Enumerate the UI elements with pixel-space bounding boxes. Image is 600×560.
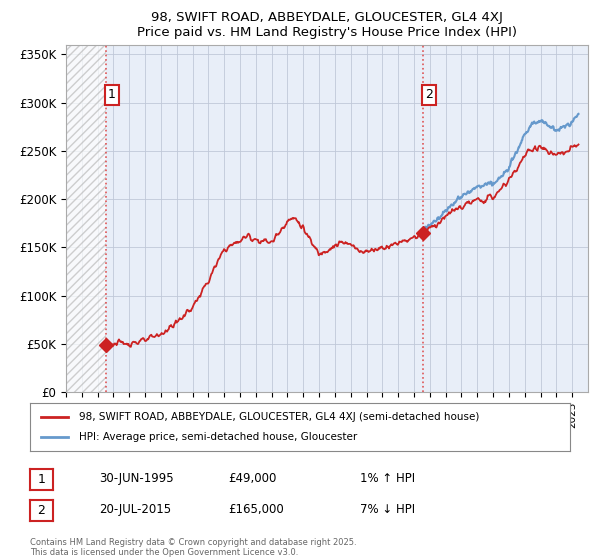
Text: 7% ↓ HPI: 7% ↓ HPI <box>360 503 415 516</box>
Text: 30-JUN-1995: 30-JUN-1995 <box>99 472 173 486</box>
Text: 20-JUL-2015: 20-JUL-2015 <box>99 503 171 516</box>
Text: 2: 2 <box>425 88 433 101</box>
Text: 1: 1 <box>108 88 116 101</box>
Text: Contains HM Land Registry data © Crown copyright and database right 2025.
This d: Contains HM Land Registry data © Crown c… <box>30 538 356 557</box>
Text: 2: 2 <box>37 503 46 517</box>
Text: 1: 1 <box>37 473 46 486</box>
Text: 98, SWIFT ROAD, ABBEYDALE, GLOUCESTER, GL4 4XJ (semi-detached house): 98, SWIFT ROAD, ABBEYDALE, GLOUCESTER, G… <box>79 412 479 422</box>
Text: £165,000: £165,000 <box>228 503 284 516</box>
Text: HPI: Average price, semi-detached house, Gloucester: HPI: Average price, semi-detached house,… <box>79 432 357 442</box>
Title: 98, SWIFT ROAD, ABBEYDALE, GLOUCESTER, GL4 4XJ
Price paid vs. HM Land Registry's: 98, SWIFT ROAD, ABBEYDALE, GLOUCESTER, G… <box>137 11 517 39</box>
Text: 1% ↑ HPI: 1% ↑ HPI <box>360 472 415 486</box>
Text: £49,000: £49,000 <box>228 472 277 486</box>
Bar <box>66 45 106 392</box>
